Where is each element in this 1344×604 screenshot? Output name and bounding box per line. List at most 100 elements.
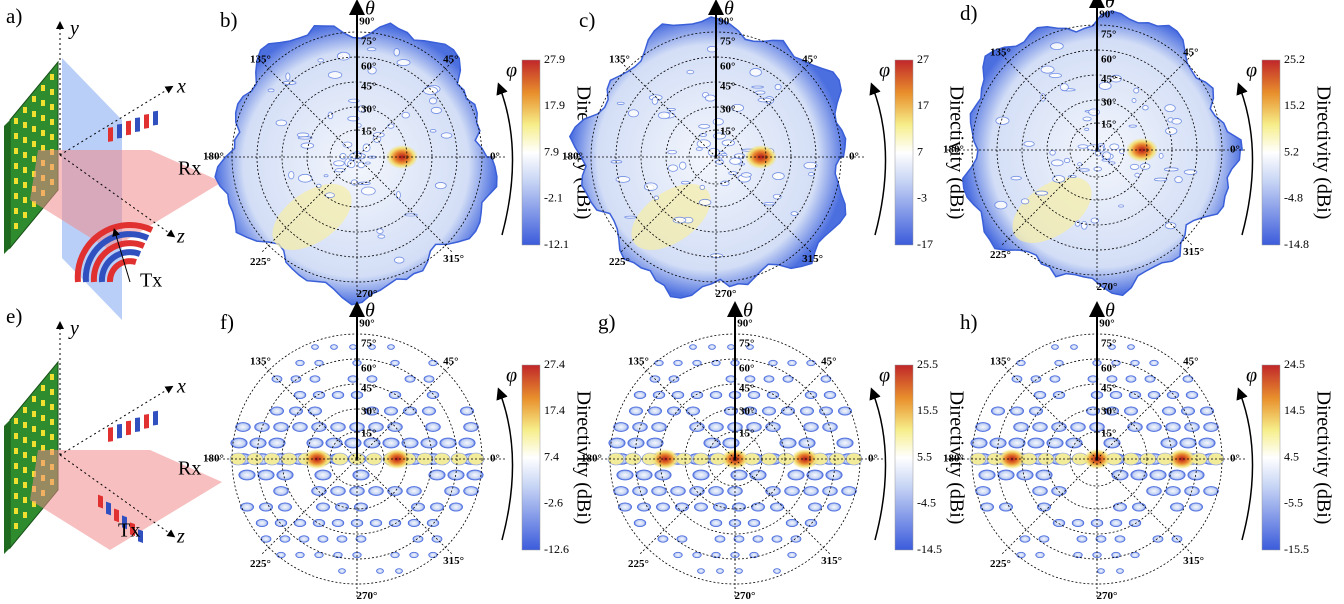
pattern-speckle [1083, 117, 1091, 121]
colorbar-tick: 25.5 [917, 357, 938, 371]
lobe [395, 569, 402, 574]
azimuth-label: 90° [718, 16, 733, 28]
lobe [1204, 486, 1219, 495]
lobe [710, 391, 722, 398]
lobe [980, 503, 993, 511]
lobe [1183, 376, 1193, 383]
colorbar-tick: -3 [917, 191, 927, 205]
pattern-speckle [775, 84, 781, 89]
pattern-speckle [351, 180, 357, 185]
pattern-speckle [1041, 66, 1054, 73]
lobe [332, 391, 344, 398]
azimuth-label: 45° [802, 53, 817, 65]
panel-label: d) [960, 1, 978, 25]
rx-wave [117, 124, 122, 139]
azimuth-label: 90° [359, 318, 374, 330]
lobe [1167, 391, 1179, 398]
lobe [712, 360, 721, 366]
pattern-speckle [358, 162, 365, 168]
elevation-label: 15° [361, 428, 376, 440]
elevation-label: 15° [361, 126, 376, 138]
pattern-speckle [298, 137, 312, 139]
elevation-label: 15° [739, 428, 754, 440]
pattern-speckle [1011, 176, 1021, 180]
azimuth-label: 0° [490, 453, 500, 465]
panel-label: f) [220, 310, 234, 334]
lobe [1050, 376, 1060, 383]
lobe [617, 470, 633, 480]
colorbar-tick: -4.8 [1284, 191, 1303, 205]
lobe [315, 470, 331, 480]
lobe [1166, 422, 1181, 431]
unit-cell [14, 523, 18, 529]
unit-cell [23, 182, 27, 188]
colorbar-tick: 15.5 [917, 403, 938, 417]
colorbar-tick: 17 [917, 98, 929, 112]
lobe [998, 470, 1014, 480]
lobe [411, 503, 424, 511]
lobe [274, 422, 289, 431]
azimuth-label: 45° [1183, 355, 1198, 367]
lobe [311, 345, 318, 350]
pattern-speckle [773, 173, 785, 180]
lobe [391, 360, 400, 366]
pattern-speckle [809, 172, 814, 175]
polar-panel: θ0°45°90°135°180°225°270°315°15°30°45°60… [203, 0, 594, 305]
lobe [1020, 536, 1030, 543]
polar-panel: θ0°45°90°135°180°225°270°315°15°30°45°60… [581, 300, 967, 603]
azimuth-label: 315° [802, 253, 823, 265]
schematic: e)yxzRxTx [4, 304, 222, 554]
unit-cell [41, 415, 45, 421]
unit-cell [14, 418, 18, 424]
pattern-speckle [325, 193, 334, 198]
pattern-speckle [1078, 163, 1082, 166]
unit-cell [14, 193, 18, 199]
colorbar [522, 60, 540, 245]
axis-label: z [176, 526, 185, 548]
lobe [1036, 552, 1045, 558]
polar-panel: θ0°45°90°135°180°225°270°315°15°30°45°60… [943, 300, 1334, 603]
lobe [704, 438, 720, 448]
lobe [1066, 438, 1082, 448]
azimuth-label: 180° [581, 453, 602, 465]
lobe [712, 552, 721, 558]
azimuth-label: 225° [250, 558, 271, 570]
elevation-label: 60° [1101, 54, 1116, 66]
axis-label: y [68, 18, 79, 40]
lobe [708, 345, 715, 350]
lobe [429, 552, 438, 558]
lobe [383, 438, 399, 448]
lobe [1145, 376, 1155, 383]
lobe [334, 552, 343, 558]
lobe [788, 552, 797, 558]
lobe [387, 345, 394, 350]
lobe [751, 503, 764, 511]
colorbar-tick: -17 [917, 237, 933, 251]
hot-spot [1126, 138, 1158, 162]
pattern-speckle [1132, 98, 1136, 102]
phi-label: φ [1246, 365, 1257, 387]
lobe [800, 407, 813, 415]
elevation-label: 75° [1101, 29, 1116, 41]
colorbar-tick: -2.1 [544, 191, 563, 205]
lobe [824, 391, 836, 398]
unit-cell [50, 104, 54, 110]
pattern-speckle [396, 191, 400, 198]
pattern-speckle [739, 163, 745, 165]
pattern-speckle [1081, 221, 1087, 229]
phi-arrow [500, 88, 513, 235]
azimuth-label: 135° [990, 46, 1011, 58]
lobe [277, 470, 293, 480]
pattern-speckle [1143, 105, 1149, 110]
colorbar-tick: -14.5 [917, 542, 942, 556]
lobe [655, 470, 671, 480]
colorbar-tick: 5.2 [1284, 144, 1299, 158]
colorbar-tick: -5.5 [1284, 496, 1303, 510]
lobe [1147, 422, 1162, 431]
azimuth-label: 135° [990, 355, 1011, 367]
lobe [734, 536, 744, 543]
metasurface-side [4, 120, 10, 254]
phi-label: φ [506, 60, 517, 82]
lobe [766, 422, 781, 431]
unit-cell [23, 212, 27, 218]
